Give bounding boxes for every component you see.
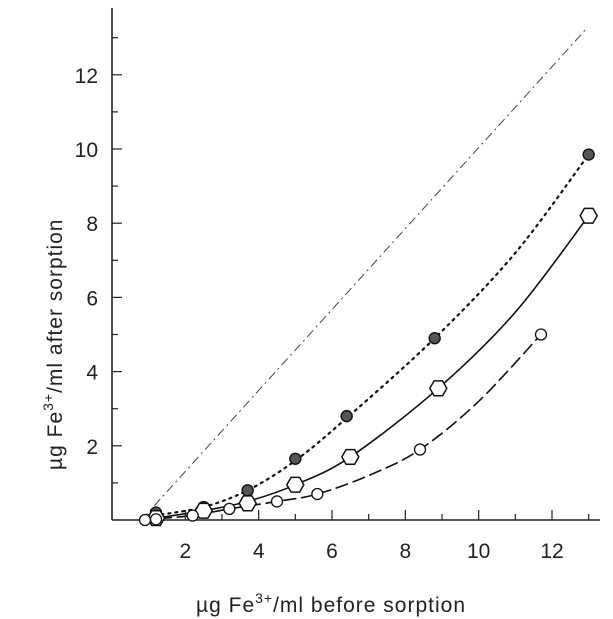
- series-curve-dotted: [140, 153, 590, 522]
- data-point-filled-circle: [289, 452, 302, 465]
- y-axis-title-sup: 3+: [40, 393, 56, 411]
- y-tick-label: 6: [86, 287, 98, 310]
- x-axis-title: µg Fe3+/ml before sorption: [196, 590, 466, 617]
- y-tick-label: 2: [86, 436, 98, 459]
- data-point-open-hexagon: [340, 448, 360, 466]
- data-point-open-circle: [413, 443, 427, 456]
- y-tick-label: 12: [75, 65, 98, 88]
- y-axis-title-rest: /ml after sorption: [44, 219, 67, 393]
- data-point-open-circle: [149, 513, 163, 526]
- data-point-open-hexagon: [238, 495, 258, 512]
- x-tick-label: 4: [253, 540, 265, 563]
- data-point-filled-circle: [241, 484, 254, 497]
- data-point-open-circle: [270, 495, 284, 508]
- reference-line-layer: [140, 29, 586, 521]
- data-point-open-hexagon: [579, 207, 599, 224]
- x-tick-label: 10: [467, 540, 490, 563]
- data-point-open-circle: [138, 513, 152, 527]
- data-point-filled-circle: [340, 409, 353, 423]
- y-tick-label: 4: [86, 362, 98, 385]
- x-axis-title-sup: 3+: [255, 590, 273, 606]
- tick-layer: 2 4 6 8 10 12 2 4 6 8 10 12: [75, 37, 590, 563]
- x-tick-label: 6: [326, 540, 338, 563]
- data-point-open-circle: [186, 509, 199, 522]
- data-point-open-circle: [534, 328, 548, 341]
- axis-layer: [111, 8, 600, 521]
- data-point-filled-circle: [428, 332, 441, 345]
- data-point-open-circle: [223, 502, 236, 516]
- series-curve-dashed: [140, 333, 542, 521]
- series-curve-solid: [140, 215, 590, 521]
- curve-layer: [140, 153, 590, 522]
- point-layer: [138, 148, 599, 527]
- x-axis-title-unit: µg Fe: [196, 594, 255, 617]
- y-tick-label: 10: [75, 139, 98, 162]
- data-point-filled-circle: [582, 148, 595, 161]
- x-tick-label: 12: [540, 540, 563, 563]
- data-point-open-hexagon: [285, 476, 305, 493]
- reference-diagonal-line: [140, 29, 586, 521]
- x-tick-label: 8: [399, 540, 411, 563]
- x-axis-title-rest: /ml before sorption: [273, 594, 466, 617]
- y-tick-label: 8: [86, 213, 98, 236]
- data-point-open-circle: [311, 487, 324, 501]
- y-axis-title: µg Fe3+/ml after sorption: [40, 219, 67, 471]
- data-point-open-hexagon: [428, 380, 448, 397]
- x-tick-label: 2: [179, 540, 191, 563]
- y-axis-title-unit: µg Fe: [44, 411, 67, 470]
